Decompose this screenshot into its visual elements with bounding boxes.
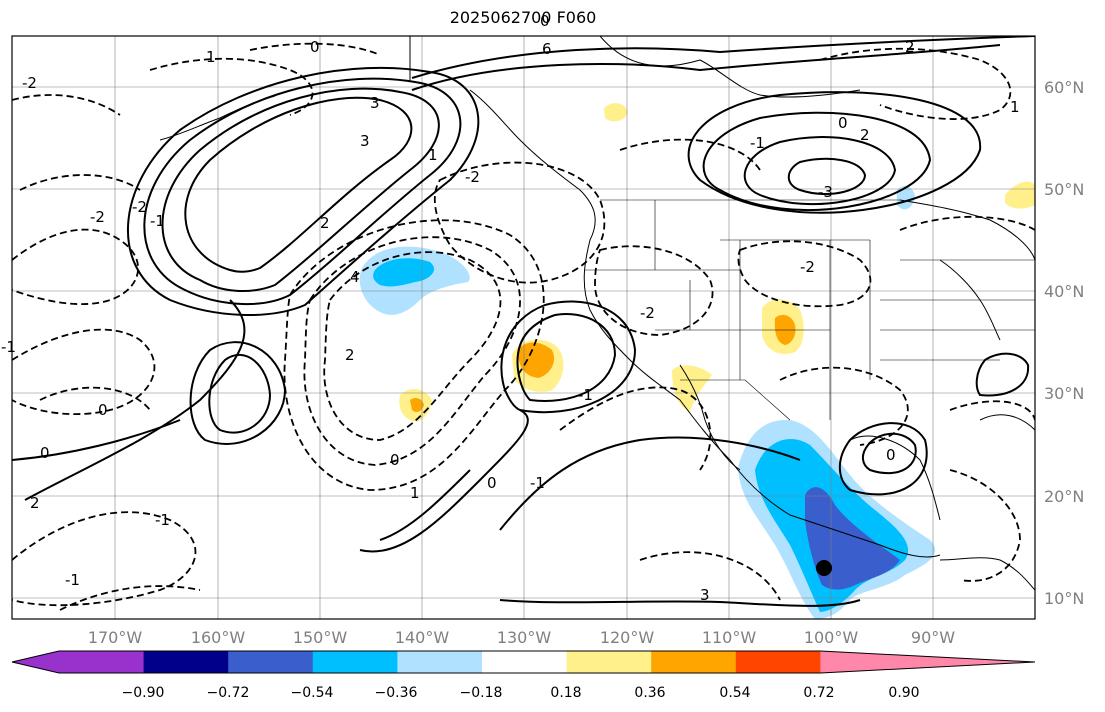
lat-label: 40°N: [1044, 282, 1084, 301]
contour-label: -2: [640, 304, 655, 322]
contour-label: -3: [818, 183, 833, 201]
contour-label: -1: [578, 386, 593, 404]
contour-label: -1: [65, 571, 80, 589]
shaded-regions: [359, 103, 1035, 619]
contour-label: -2: [132, 198, 147, 216]
contour-label: -1: [530, 474, 545, 492]
contour-label: 0: [487, 474, 497, 492]
contour-label: -1: [750, 134, 765, 152]
colorbar-tick-label: −0.18: [460, 685, 503, 701]
lat-label: 50°N: [1044, 180, 1084, 199]
colorbar-segment: [59, 651, 145, 673]
colorbar-tick-label: −0.54: [291, 685, 334, 701]
contour-label: 2: [905, 38, 915, 56]
colorbar: [11, 650, 1036, 674]
contour-label: -1: [155, 511, 170, 529]
political-borders: [585, 199, 1035, 421]
contour-label: 2: [345, 346, 355, 364]
lat-label: 10°N: [1044, 589, 1084, 608]
colorbar-extend-max: [820, 651, 1035, 673]
contour-label: 2: [30, 494, 40, 512]
lon-label: 120°W: [600, 628, 655, 647]
contour-label: -2: [22, 74, 37, 92]
contour-label: 3: [700, 586, 710, 604]
colorbar-tick-label: −0.36: [375, 685, 418, 701]
colorbar-tick-label: 0.18: [550, 685, 581, 701]
contour-label: 3: [370, 94, 380, 112]
colorbar-segment: [228, 651, 314, 673]
colorbar-segment: [482, 651, 568, 673]
lon-label: 110°W: [702, 628, 757, 647]
lon-label: 90°W: [911, 628, 955, 647]
longitude-axis: 170°W 160°W 150°W 140°W 130°W 120°W 110°…: [88, 628, 955, 647]
colorbar-tick-label: 0.36: [634, 685, 665, 701]
colorbar-segment: [312, 651, 398, 673]
location-marker: [816, 560, 832, 576]
lon-label: 140°W: [395, 628, 450, 647]
latitude-axis: 60°N 50°N 40°N 30°N 20°N 10°N: [1044, 78, 1084, 608]
lon-label: 170°W: [88, 628, 143, 647]
solid-contours: [12, 36, 1035, 607]
lon-label: 130°W: [497, 628, 552, 647]
contour-label: 4: [350, 268, 360, 286]
colorbar-tick-label: 0.54: [719, 685, 750, 701]
contour-label: -2: [800, 258, 815, 276]
colorbar-tick-label: 0.90: [888, 685, 919, 701]
contour-label: -1: [1, 338, 16, 356]
colorbar-tick-labels: −0.90 −0.72 −0.54 −0.36 −0.18 0.18 0.36 …: [122, 685, 920, 701]
lon-label: 100°W: [804, 628, 859, 647]
colorbar-segment: [651, 651, 737, 673]
contour-label: -2: [90, 208, 105, 226]
contour-label: 0: [390, 451, 400, 469]
lon-label: 160°W: [191, 628, 246, 647]
dashed-contours: [12, 42, 1035, 611]
contour-label: 0: [838, 114, 848, 132]
colorbar-segment: [566, 651, 652, 673]
colorbar-segment: [143, 651, 229, 673]
map-title: 2025062700 F060: [449, 8, 597, 27]
lat-label: 60°N: [1044, 78, 1084, 97]
contour-label: 0: [886, 446, 896, 464]
colorbar-outline: [11, 650, 1036, 674]
graticule: [12, 36, 1035, 619]
colorbar-extend-min: [12, 651, 59, 673]
colorbar-segment: [735, 651, 821, 673]
contour-label: -2: [465, 168, 480, 186]
colorbar-tick-label: 0.72: [803, 685, 834, 701]
contour-label: 0: [98, 401, 108, 419]
contour-label: 1: [1010, 98, 1020, 116]
lat-label: 30°N: [1044, 384, 1084, 403]
contour-label: 3: [360, 132, 370, 150]
colorbar-tick-label: −0.72: [207, 685, 250, 701]
contour-label: 0: [310, 38, 320, 56]
contour-label: 1: [428, 146, 438, 164]
contour-label: 1: [206, 48, 216, 66]
contour-label: -1: [150, 212, 165, 230]
contour-label: 1: [410, 484, 420, 502]
contour-label: 0: [540, 12, 550, 30]
lat-label: 20°N: [1044, 487, 1084, 506]
lon-label: 150°W: [293, 628, 348, 647]
contour-label: 2: [860, 126, 870, 144]
colorbar-segment: [397, 651, 483, 673]
colorbar-tick-label: −0.90: [122, 685, 165, 701]
contour-label: 0: [40, 444, 50, 462]
contour-label: 2: [320, 214, 330, 232]
contour-label: 6: [542, 40, 552, 58]
map-border: [11, 35, 1036, 620]
